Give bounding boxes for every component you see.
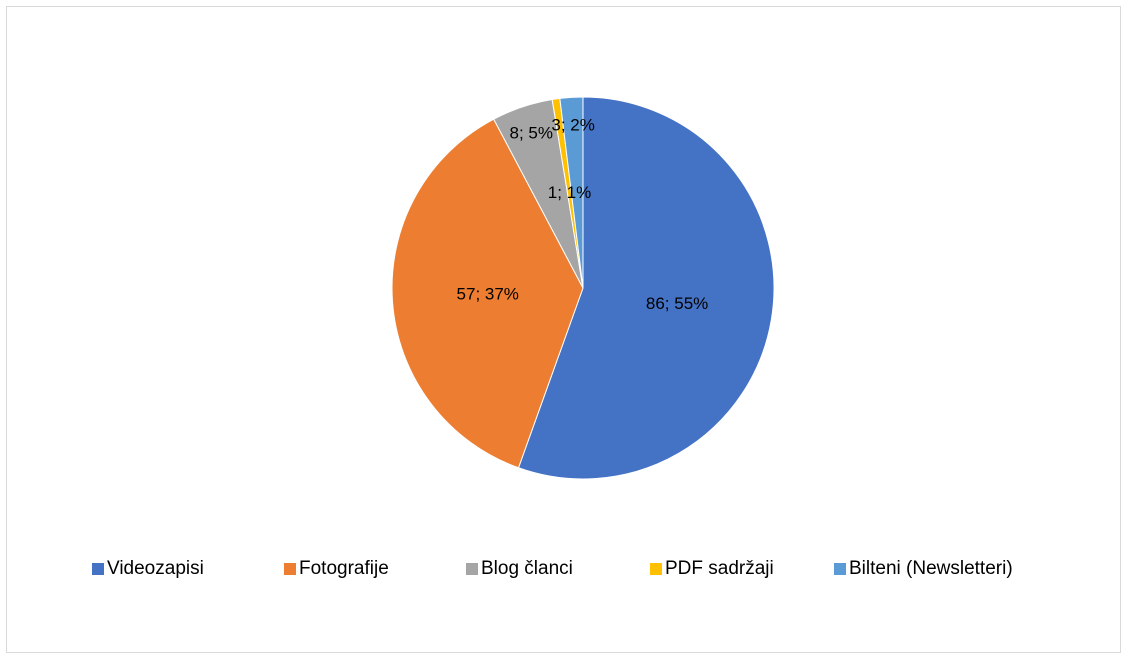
legend-swatch bbox=[466, 563, 478, 575]
data-label: 1; 1% bbox=[548, 183, 591, 202]
legend-swatch bbox=[92, 563, 104, 575]
legend-label: Fotografije bbox=[299, 558, 389, 579]
data-label: 3; 2% bbox=[551, 115, 594, 134]
legend-swatch bbox=[834, 563, 846, 575]
data-label: 57; 37% bbox=[457, 284, 519, 303]
pie-slice bbox=[559, 96, 584, 289]
legend-swatch bbox=[284, 563, 296, 575]
legend-swatch bbox=[650, 563, 662, 575]
pie-slice bbox=[517, 96, 775, 480]
data-label: 86; 55% bbox=[646, 294, 708, 313]
pie-slice bbox=[391, 118, 584, 469]
legend-label: PDF sadržaji bbox=[665, 558, 774, 579]
data-label: 8; 5% bbox=[510, 124, 553, 143]
legend-label: Videozapisi bbox=[107, 558, 204, 579]
legend-label: Blog članci bbox=[481, 558, 573, 579]
legend-label: Bilteni (Newsletteri) bbox=[849, 558, 1013, 579]
